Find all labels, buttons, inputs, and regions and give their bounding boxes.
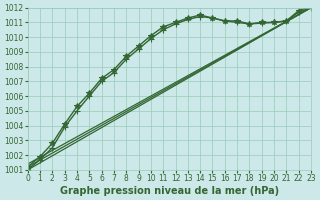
X-axis label: Graphe pression niveau de la mer (hPa): Graphe pression niveau de la mer (hPa) <box>60 186 279 196</box>
